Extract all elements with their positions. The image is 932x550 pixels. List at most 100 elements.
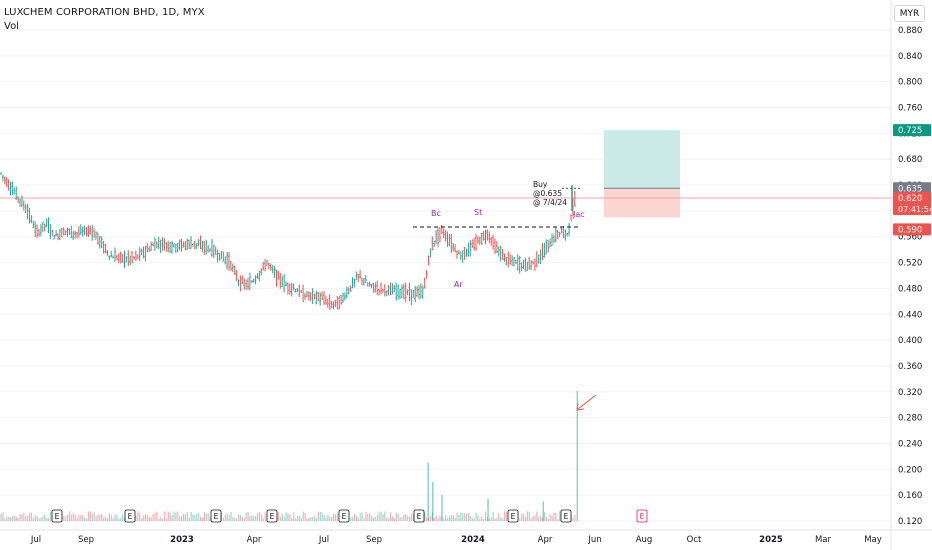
volume-bar [321, 513, 323, 521]
volume-bar [395, 512, 397, 521]
earnings-icon[interactable] [560, 509, 572, 523]
volume-label[interactable]: Vol [4, 21, 19, 32]
earnings-icon[interactable] [636, 509, 648, 523]
volume-bar [334, 514, 337, 521]
volume-bar [464, 512, 466, 521]
volume-bar [181, 515, 183, 521]
volume-bar [110, 514, 112, 521]
volume-bar [359, 512, 361, 521]
volume-bar [331, 516, 333, 521]
time-tick-label: Jun [587, 535, 601, 545]
earnings-icon[interactable] [507, 509, 519, 523]
current-price-label: 0.620 [898, 194, 922, 204]
volume-bar [91, 513, 93, 521]
price-tick-label: 0.280 [898, 414, 922, 424]
bc-label: Bc [431, 209, 441, 218]
volume-bar [188, 518, 190, 521]
volume-bar [426, 517, 428, 521]
volume-bar [114, 514, 116, 521]
volume-bar [49, 511, 52, 521]
volume-bar [447, 517, 449, 521]
volume-bar [190, 511, 192, 521]
currency-button[interactable]: MYR [894, 5, 925, 22]
volume-bar [103, 517, 105, 521]
long-position-tool[interactable] [0, 130, 891, 218]
volume-bar [296, 516, 299, 521]
volume-bar [6, 516, 8, 521]
volume-bar [87, 511, 90, 521]
volume-bar [450, 515, 452, 521]
volume-bar [475, 512, 477, 521]
volume-bar [312, 517, 314, 521]
volume-bar [399, 517, 401, 521]
volume-bar [492, 511, 494, 521]
volume-bar [101, 513, 103, 521]
time-tick-label: Apr [247, 535, 262, 545]
volume-bar [224, 514, 226, 521]
volume-bar [239, 515, 242, 521]
target-badge [893, 124, 931, 137]
price-tick-label: 0.680 [898, 155, 922, 165]
volume-spike [487, 498, 489, 521]
symbol-title[interactable]: LUXCHEM CORPORATION BHD, 1D, MYX [4, 7, 205, 18]
price-tick-label: 0.560 [898, 233, 922, 243]
volume-bar [559, 511, 561, 521]
volume-bar [32, 517, 34, 521]
volume-bar [99, 514, 101, 521]
time-tick-label: 2023 [170, 535, 194, 545]
volume-bar [336, 512, 338, 521]
volume-bar [285, 512, 287, 521]
volume-bar [8, 516, 10, 521]
volume-bar [67, 514, 69, 521]
volume-bar [260, 514, 262, 521]
stop-zone[interactable] [604, 188, 680, 218]
volume-bar [95, 516, 97, 521]
earnings-label: E [564, 512, 569, 521]
earnings-icon[interactable] [413, 509, 425, 523]
time-axis[interactable]: Jul Sep 2023 Apr Jul Sep 2024 Apr Jun Aug Oct 2025 M… [30, 535, 882, 545]
volume-bar [150, 517, 152, 521]
price-axis[interactable]: 0.8800.8400.8000.7600.7200.6800.6400.600… [893, 26, 932, 527]
volume-bar [257, 512, 259, 521]
price-tick-label: 0.360 [898, 362, 922, 372]
earnings-icon[interactable] [338, 509, 350, 523]
volume-bar [467, 513, 470, 521]
volume-bar [555, 513, 557, 521]
volume-bar [409, 516, 411, 521]
volume-bar [179, 515, 181, 521]
volume-bar [38, 518, 40, 521]
target-zone[interactable] [604, 130, 680, 189]
volume-bar [355, 515, 357, 521]
volume-bar [481, 516, 483, 521]
volume-bar [473, 518, 475, 521]
earnings-icon[interactable] [210, 509, 222, 523]
earnings-icon[interactable] [266, 509, 278, 523]
volume-bar [437, 518, 439, 521]
earnings-label: E [270, 512, 275, 521]
volume-bar [553, 512, 555, 521]
volume-bar [319, 511, 321, 521]
volume-bar [314, 516, 316, 521]
volume-bar [2, 512, 4, 521]
volume-bar [200, 516, 202, 521]
st-label: St [474, 208, 482, 217]
volume-bar [106, 518, 109, 521]
volume-bar [182, 513, 185, 521]
earnings-label: E [417, 512, 422, 521]
volume-bar [226, 513, 228, 521]
volume-bar [424, 512, 426, 521]
volume-bar [205, 513, 207, 521]
earnings-icon[interactable] [124, 509, 136, 523]
earnings-icon[interactable] [51, 509, 63, 523]
volume-bar [325, 518, 327, 521]
volume-bar [184, 514, 186, 521]
ar-label: Ar [454, 280, 463, 289]
arrow-icon [577, 394, 597, 410]
volume-bar [323, 515, 325, 521]
volume-bar [262, 518, 264, 521]
volume-bar [247, 511, 249, 521]
volume-bar [44, 514, 46, 521]
